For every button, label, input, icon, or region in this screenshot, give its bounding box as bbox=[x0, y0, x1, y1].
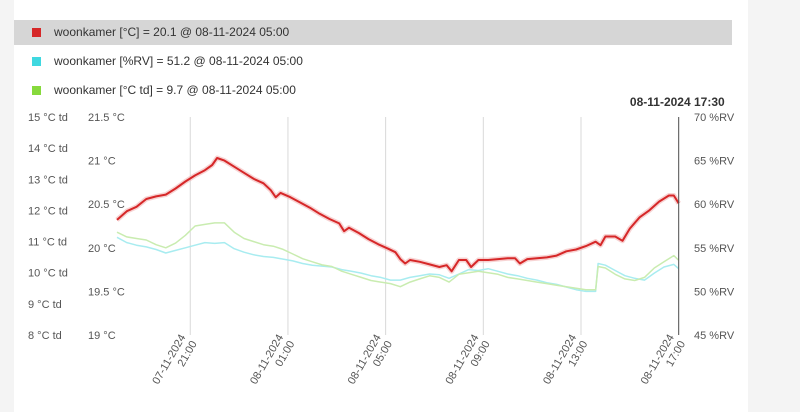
right-tick-label: 60 %RV bbox=[694, 199, 735, 211]
left-inner-tick-label: 19 °C bbox=[88, 330, 116, 342]
left-outer-tick-label: 11 °C td bbox=[28, 237, 67, 249]
legend: woonkamer [°C] = 20.1 @ 08-11-2024 05:00… bbox=[14, 20, 732, 107]
legend-swatch-icon bbox=[32, 57, 41, 66]
right-tick-label: 55 %RV bbox=[694, 243, 735, 255]
left-outer-tick-label: 15 °C td bbox=[28, 112, 68, 124]
right-tick-label: 45 %RV bbox=[694, 330, 735, 342]
legend-item[interactable]: woonkamer [%RV] = 51.2 @ 08-11-2024 05:0… bbox=[14, 49, 732, 74]
right-tick-label: 50 %RV bbox=[694, 286, 735, 298]
legend-item[interactable]: woonkamer [°C] = 20.1 @ 08-11-2024 05:00 bbox=[14, 20, 732, 45]
left-inner-tick-label: 21 °C bbox=[88, 156, 116, 168]
legend-swatch-icon bbox=[32, 28, 41, 37]
left-inner-tick-label: 20.5 °C bbox=[88, 199, 125, 211]
right-tick-label: 70 %RV bbox=[694, 112, 735, 124]
series-line bbox=[116, 222, 680, 291]
right-tick-label: 65 %RV bbox=[694, 156, 735, 168]
left-inner-tick-label: 21.5 °C bbox=[88, 112, 125, 124]
series-line bbox=[116, 157, 680, 273]
left-outer-tick-label: 12 °C td bbox=[28, 205, 68, 217]
left-inner-tick-label: 19.5 °C bbox=[88, 286, 125, 298]
left-outer-tick-label: 13 °C td bbox=[28, 174, 68, 186]
legend-label: woonkamer [°C] = 20.1 @ 08-11-2024 05:00 bbox=[54, 25, 290, 39]
left-inner-tick-label: 20 °C bbox=[88, 243, 116, 255]
legend-swatch-icon bbox=[32, 86, 41, 95]
left-outer-tick-label: 9 °C td bbox=[28, 299, 62, 311]
cursor-label: 08-11-2024 17:30 bbox=[630, 95, 725, 109]
left-outer-tick-label: 8 °C td bbox=[28, 330, 62, 342]
legend-label: woonkamer [°C td] = 9.7 @ 08-11-2024 05:… bbox=[54, 83, 296, 97]
left-outer-tick-label: 14 °C td bbox=[28, 143, 68, 155]
legend-item[interactable]: woonkamer [°C td] = 9.7 @ 08-11-2024 05:… bbox=[14, 78, 732, 103]
left-outer-tick-label: 10 °C td bbox=[28, 268, 68, 280]
legend-label: woonkamer [%RV] = 51.2 @ 08-11-2024 05:0… bbox=[54, 54, 303, 68]
series-line bbox=[116, 236, 680, 293]
